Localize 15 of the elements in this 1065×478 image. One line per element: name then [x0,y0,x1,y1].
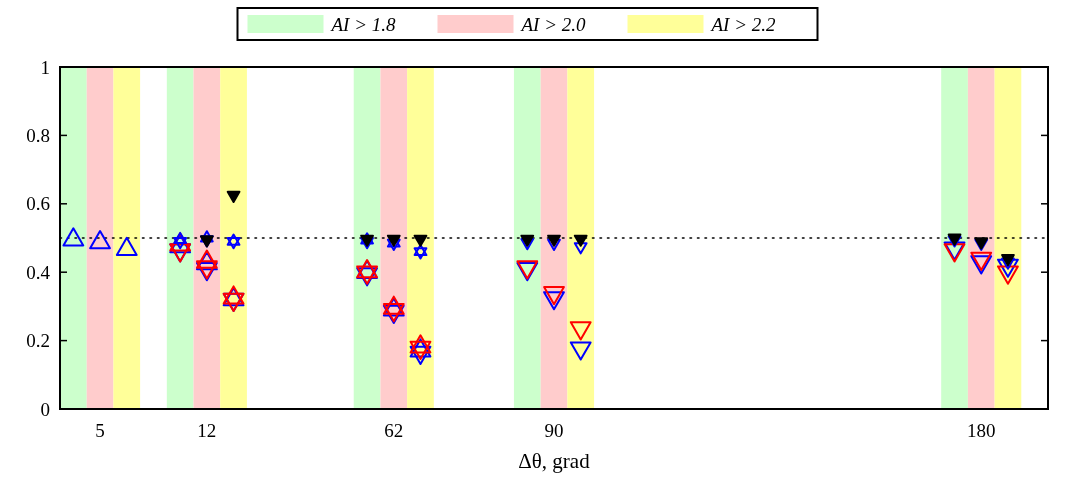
y-tick-label: 1 [40,56,50,78]
x-tick-label: 12 [197,420,217,441]
legend-label: AI > 2.2 [709,13,776,35]
x-axis-title: Δθ, grad [518,449,591,473]
y-tick-label: 0.4 [26,261,51,283]
legend-label: AI > 1.8 [329,13,396,35]
x-tick-label: 90 [544,420,564,441]
x-tick-label: 180 [966,420,996,441]
y-tick-label: 0.8 [26,125,50,147]
x-tick-label: 62 [384,420,404,441]
y-tick-label: 0.6 [26,193,50,215]
legend-label: AI > 2.0 [519,13,586,35]
x-tick-label: 5 [95,420,105,441]
y-tick-label: 0 [40,398,50,420]
y-tick-label: 0.2 [26,330,50,352]
